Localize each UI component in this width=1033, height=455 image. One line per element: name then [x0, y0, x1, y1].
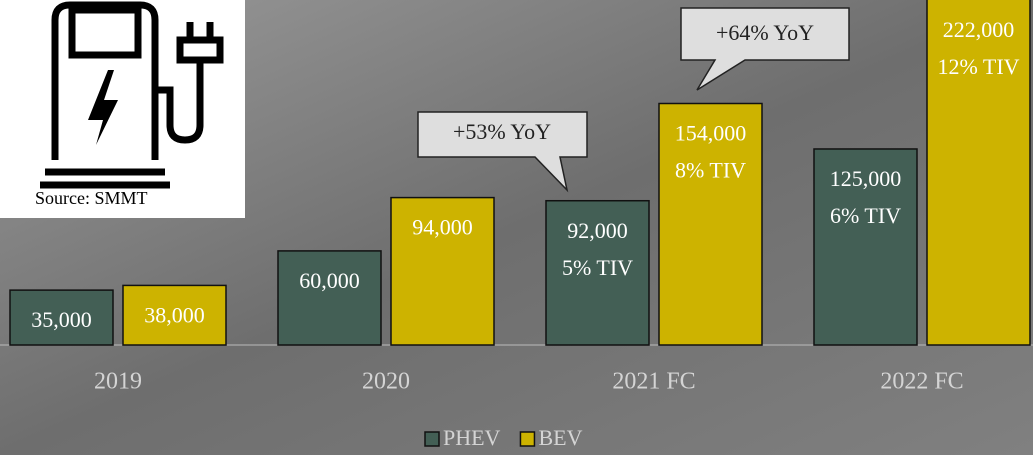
legend-swatch: [520, 432, 534, 446]
chart: 2019 35,000 38,000 2020 60,000 94,000 2021 FC 9…: [0, 0, 1033, 455]
legend-label: PHEV: [443, 425, 501, 450]
value-note: 6% TIV: [830, 203, 901, 228]
logo-box: Source: SMMT: [0, 0, 245, 218]
annotation: +64% YoY: [716, 20, 814, 45]
x-tick-label: 2022 FC: [880, 369, 963, 395]
bar: [278, 251, 381, 345]
annotation: +53% YoY: [453, 119, 551, 144]
legend-swatch: [425, 432, 439, 446]
value-note: 12% TIV: [937, 54, 1019, 79]
value-note: 8% TIV: [675, 158, 746, 183]
value-label: 38,000: [144, 302, 205, 327]
x-tick-label: 2019: [94, 369, 142, 395]
x-tick-label: 2021 FC: [612, 369, 695, 395]
value-label: 154,000: [675, 121, 747, 146]
value-label: 92,000: [567, 218, 628, 243]
value-label: 35,000: [31, 307, 92, 332]
bar: [927, 0, 1030, 345]
value-label: 94,000: [412, 215, 473, 240]
value-label: 125,000: [830, 166, 902, 191]
value-label: 60,000: [299, 268, 360, 293]
value-label: 222,000: [943, 17, 1015, 42]
source: Source: SMMT: [35, 188, 148, 208]
legend-label: BEV: [538, 425, 582, 450]
x-tick-label: 2020: [362, 369, 410, 395]
value-note: 5% TIV: [562, 255, 633, 280]
